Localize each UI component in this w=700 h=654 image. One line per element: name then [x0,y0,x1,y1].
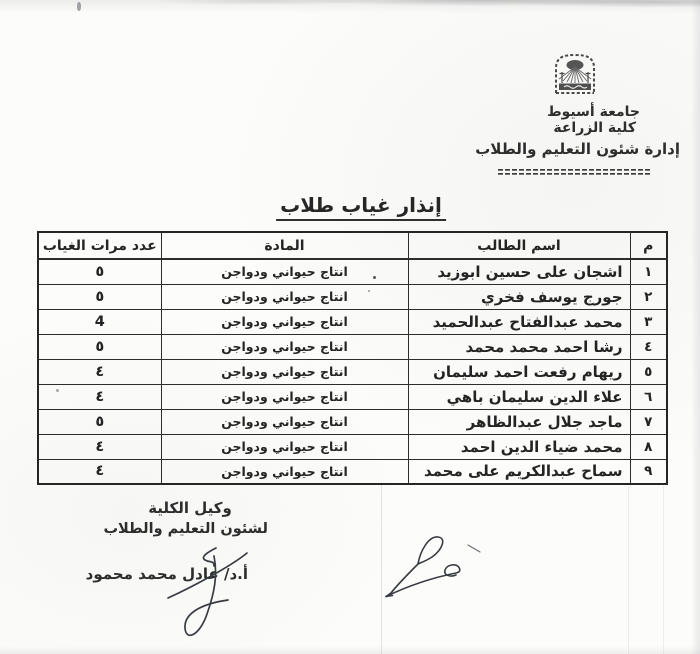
subject-name: انتاج حيواني ودواجن [160,258,409,285]
student-name: علاء الدين سليمان باهي [407,383,631,410]
student-name: ماجد جلال عبدالظاهر [407,408,631,435]
university-name: جامعة أسيوط [547,104,640,120]
handwritten-initials [385,536,481,598]
col-header-number: م [629,231,668,260]
handwritten-signature [167,547,248,637]
absence-count: ٤ [37,383,162,410]
scan-shadow-right [691,0,700,654]
absence-count: ٥ [37,283,162,310]
table-row: ٥ ريهام رفعت احمد سليمان انتاج حيواني ود… [37,358,668,385]
scan-shadow-bottom [0,646,700,654]
student-name: ريهام رفعت احمد سليمان [407,358,631,385]
absence-count: ٥ [37,333,162,360]
signatory-name: أ.د/ عادل محمد محمود [85,565,248,583]
table-row: ٢ جورج يوسف فخري انتاج حيواني ودواجن ٥ [37,283,668,310]
scan-streak [381,482,382,654]
scan-streak [628,486,629,654]
student-name: سماح عبدالكريم على محمد [407,458,631,485]
subject-name: انتاج حيواني ودواجن [160,458,409,485]
row-number: ٤ [629,333,668,360]
absence-count: ٥ [37,408,162,435]
header-row: م اسم الطالب المادة عدد مرات الغياب [37,231,668,260]
administration-name: إدارة شئون التعليم والطلاب [475,140,680,158]
row-number: ٧ [629,408,668,435]
table-header: م اسم الطالب المادة عدد مرات الغياب [37,231,668,260]
signatory-role-line1: وكيل الكلية [148,499,232,517]
student-name: رشا احمد محمد محمد [407,333,631,360]
row-number: ٩ [629,458,668,485]
student-name: اشجان على حسين ابوزيد [407,258,631,285]
student-name: محمد ضياء الدين احمد [407,433,631,460]
row-number: ٥ [629,358,668,385]
row-number: ٢ [629,283,668,310]
table-row: ٦ علاء الدين سليمان باهي انتاج حيواني ود… [37,383,668,410]
subject-name: انتاج حيواني ودواجن [160,333,409,360]
table-row: ٣ محمد عبدالفتاح عبدالحميد انتاج حيواني … [37,308,668,335]
row-number: ٦ [629,383,668,410]
subject-name: انتاج حيواني ودواجن [160,433,409,460]
document-title: إنذار غياب طلاب [276,193,446,221]
table-row: ١ اشجان على حسين ابوزيد انتاج حيواني ودو… [37,258,668,285]
subject-name: انتاج حيواني ودواجن [160,308,409,335]
absence-table: م اسم الطالب المادة عدد مرات الغياب ١ اش… [37,231,668,485]
student-name: جورج يوسف فخري [407,283,631,310]
table-row: ٧ ماجد جلال عبدالظاهر انتاج حيواني ودواج… [37,408,668,435]
subject-name: انتاج حيواني ودواجن [160,358,409,385]
absence-count: ٥ [37,258,162,285]
row-number: ٨ [629,433,668,460]
subject-name: انتاج حيواني ودواجن [160,283,409,310]
absence-count: ٤ [37,433,162,460]
subject-name: انتاج حيواني ودواجن [160,383,409,410]
subject-name: انتاج حيواني ودواجن [160,408,409,435]
faculty-name: كلية الزراعة [553,120,636,136]
scan-speck [77,2,81,11]
scan-streak [663,486,664,654]
table-row: ٨ محمد ضياء الدين احمد انتاج حيواني ودوا… [37,433,668,460]
table-row: ٤ رشا احمد محمد محمد انتاج حيواني ودواجن… [37,333,668,360]
row-number: ٣ [629,308,668,335]
absence-count: ٤ [37,458,162,485]
absence-count: ٤ [37,358,162,385]
absence-count: 4 [37,308,162,335]
row-number: ١ [629,258,668,285]
scan-shadow-top [0,0,700,18]
letterhead-divider [498,169,650,175]
col-header-student-name: اسم الطالب [407,231,631,260]
student-name: محمد عبدالفتاح عبدالحميد [407,308,631,335]
university-emblem-icon [555,53,595,94]
table-body: ١ اشجان على حسين ابوزيد انتاج حيواني ودو… [37,258,668,485]
signatory-role-line2: لشئون التعليم والطلاب [103,521,268,537]
table-row: ٩ سماح عبدالكريم على محمد انتاج حيواني و… [37,458,668,485]
col-header-absences: عدد مرات الغياب [37,231,162,260]
col-header-subject: المادة [160,231,409,260]
